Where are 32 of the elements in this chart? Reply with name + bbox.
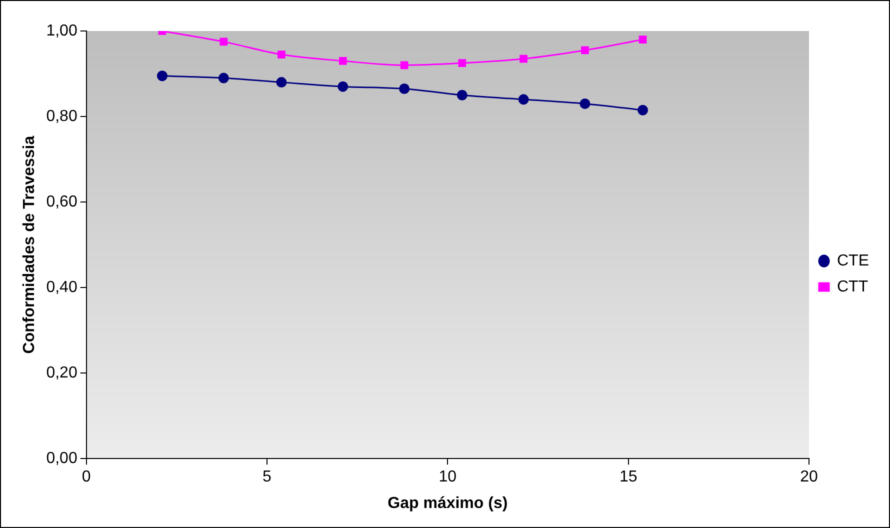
point <box>220 38 228 46</box>
y-tick-label: 0,20 <box>46 364 78 382</box>
y-tick-label: 0,60 <box>46 193 78 210</box>
y-axis-title: Conformidades de Travessia <box>21 136 38 354</box>
y-tick-label: 0,80 <box>46 108 78 125</box>
point <box>399 83 410 94</box>
point <box>581 46 589 54</box>
point <box>518 94 529 105</box>
point <box>338 81 348 92</box>
point <box>400 61 408 70</box>
point <box>638 36 647 44</box>
point <box>580 98 590 109</box>
y-tick-label: 1,00 <box>46 22 78 40</box>
point <box>458 59 466 67</box>
y-tick-label: 0,40 <box>46 278 78 296</box>
x-tick-label: 0 <box>82 468 91 486</box>
x-tick-label: 5 <box>262 468 272 486</box>
point <box>338 57 347 65</box>
legend-label: CTT <box>837 278 868 296</box>
x-tick-label: 15 <box>619 468 638 486</box>
point <box>218 72 229 84</box>
point <box>278 50 286 58</box>
point <box>638 104 648 116</box>
point <box>456 90 468 100</box>
x-tick-label: 20 <box>800 468 818 486</box>
point <box>276 77 287 88</box>
y-tick-label: 0,00 <box>46 450 78 468</box>
x-tick-label: 10 <box>438 468 457 486</box>
x-axis-title: Gap máximo (s) <box>388 494 508 512</box>
point <box>156 70 168 82</box>
point <box>520 54 528 63</box>
legend-label: CTE <box>837 252 869 270</box>
